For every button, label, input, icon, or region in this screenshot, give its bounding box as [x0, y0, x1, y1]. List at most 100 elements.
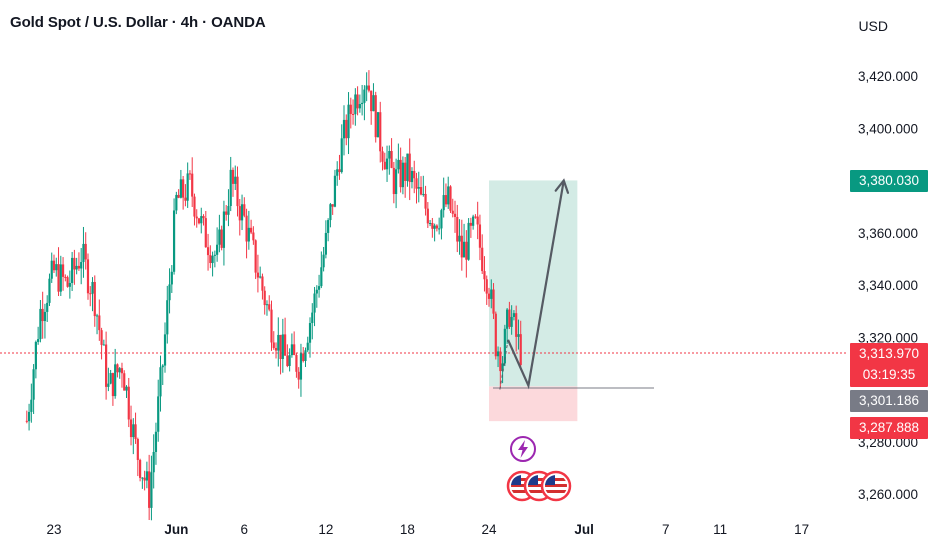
- candle: [157, 379, 160, 442]
- candle: [150, 455, 153, 521]
- candle: [145, 461, 148, 489]
- candle: [182, 176, 185, 210]
- candle: [327, 218, 330, 242]
- candle: [234, 165, 237, 191]
- candle: [225, 205, 228, 221]
- candle: [519, 320, 522, 371]
- candle: [490, 279, 493, 309]
- entry-price-tag: 3,301.186: [850, 390, 928, 412]
- candle: [515, 305, 518, 352]
- candle: [329, 202, 332, 228]
- y-tick-label: 3,260.000: [858, 487, 918, 502]
- candle: [438, 217, 441, 235]
- candle: [388, 145, 391, 175]
- candle: [449, 185, 452, 214]
- candle: [410, 167, 414, 189]
- candle: [152, 434, 155, 489]
- candle: [349, 97, 352, 129]
- candle: [134, 412, 137, 444]
- candle: [98, 299, 101, 341]
- candle: [73, 249, 76, 285]
- candle: [447, 176, 450, 209]
- us-flag-icon[interactable]: [540, 470, 572, 502]
- time-axis[interactable]: 23 Jun 6 12 18 24 Jul 7 11 17: [46, 522, 809, 537]
- candle: [89, 286, 92, 307]
- y-tick-label: 3,340.000: [858, 278, 918, 293]
- loss-zone: [489, 386, 578, 422]
- candle: [48, 273, 51, 307]
- candle: [451, 198, 454, 218]
- candle: [390, 138, 393, 169]
- candle: [304, 347, 307, 367]
- candle: [385, 145, 389, 182]
- price-axis[interactable]: 3,260.0003,280.0003,320.0003,340.0003,36…: [858, 69, 918, 502]
- candle: [161, 364, 164, 386]
- candle: [476, 201, 479, 240]
- lightning-icon[interactable]: [508, 434, 538, 464]
- candle: [413, 160, 416, 194]
- x-tick-label: 6: [241, 522, 249, 537]
- candle: [188, 170, 192, 180]
- candle: [501, 356, 504, 384]
- candle: [440, 208, 443, 240]
- x-tick-label: 7: [662, 522, 670, 537]
- candle: [197, 217, 201, 225]
- candle: [499, 347, 502, 389]
- candle: [435, 224, 438, 232]
- candle: [105, 331, 108, 400]
- candle: [263, 286, 266, 315]
- candle: [170, 265, 173, 293]
- candle: [247, 210, 250, 250]
- x-tick-label: 23: [46, 522, 61, 537]
- candle: [191, 157, 194, 207]
- candle: [227, 189, 230, 227]
- candle: [313, 286, 316, 327]
- candle: [141, 477, 144, 489]
- candle: [179, 169, 182, 199]
- candle: [404, 156, 407, 198]
- candle: [238, 198, 241, 236]
- candle: [453, 200, 457, 233]
- candle: [422, 175, 425, 197]
- candle: [283, 317, 287, 356]
- candle: [118, 366, 121, 379]
- last-price-value: 3,313.970: [858, 346, 920, 361]
- candle: [186, 162, 189, 208]
- y-tick-label: 3,360.000: [858, 226, 918, 241]
- candle: [52, 254, 56, 274]
- candle: [127, 377, 130, 428]
- candle: [177, 189, 180, 199]
- projection-connector: [499, 339, 509, 390]
- candle: [107, 367, 110, 392]
- projection-line[interactable]: [507, 180, 565, 390]
- candle: [41, 291, 44, 339]
- candle: [265, 300, 269, 316]
- candle: [236, 166, 239, 217]
- currency-label: USD: [858, 18, 888, 34]
- candle: [415, 172, 418, 204]
- candle: [465, 230, 468, 278]
- candle: [442, 177, 445, 218]
- candle: [374, 91, 377, 143]
- candle: [184, 184, 187, 207]
- candle: [302, 347, 305, 363]
- candle: [68, 270, 71, 299]
- candle: [456, 204, 459, 253]
- x-tick-label: 11: [713, 522, 727, 537]
- candle: [34, 340, 37, 379]
- candle: [340, 124, 343, 174]
- candle: [467, 218, 470, 261]
- candle: [64, 274, 67, 282]
- projection-arrow[interactable]: [499, 178, 570, 390]
- event-flags[interactable]: [506, 469, 576, 503]
- candle: [86, 253, 90, 300]
- x-tick-label: 18: [400, 522, 415, 537]
- candle: [485, 275, 488, 305]
- candle: [274, 342, 278, 359]
- candle: [270, 300, 273, 351]
- candle: [426, 202, 429, 228]
- candle: [120, 362, 124, 388]
- candle: [261, 273, 264, 300]
